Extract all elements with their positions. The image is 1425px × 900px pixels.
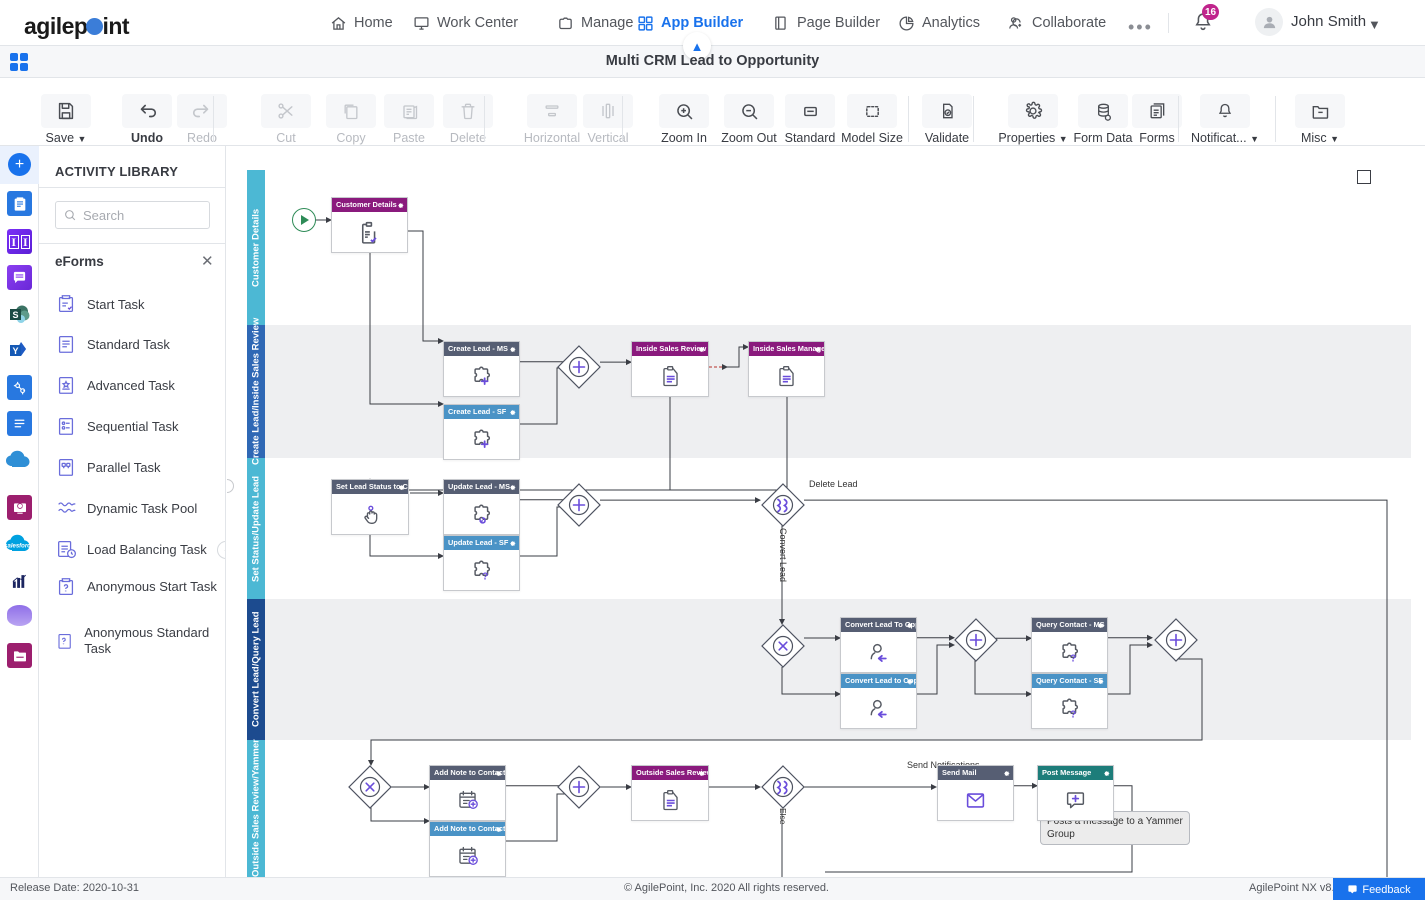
svg-text:S: S — [12, 310, 18, 320]
svg-text:salesforce: salesforce — [5, 544, 34, 550]
svg-text:Y: Y — [12, 346, 18, 356]
